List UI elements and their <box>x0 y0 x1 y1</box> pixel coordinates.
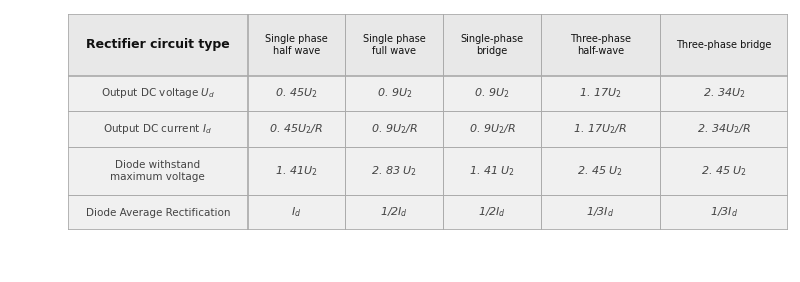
Text: 0. 45$U_2$: 0. 45$U_2$ <box>275 87 318 100</box>
Text: 1/2$I_d$: 1/2$I_d$ <box>478 206 506 219</box>
Text: Single-phase
bridge: Single-phase bridge <box>461 34 524 56</box>
Bar <box>68 14 788 76</box>
Text: Rectifier circuit type: Rectifier circuit type <box>86 38 230 51</box>
Text: Comparison of various uncontrolled rectifier circuits: Comparison of various uncontrolled recti… <box>102 248 698 267</box>
Text: 0. 45$U_2$/R: 0. 45$U_2$/R <box>270 122 323 136</box>
Text: Single phase
full wave: Single phase full wave <box>363 34 426 56</box>
Text: 2. 34$U_2$/R: 2. 34$U_2$/R <box>697 122 751 136</box>
Text: 1/3$I_d$: 1/3$I_d$ <box>586 206 614 219</box>
Text: $\mathit{I_d}$: $\mathit{I_d}$ <box>291 206 302 219</box>
Text: Output DC current $\mathit{I_d}$: Output DC current $\mathit{I_d}$ <box>103 122 212 136</box>
Text: 2. 34$U_2$: 2. 34$U_2$ <box>702 87 745 100</box>
Text: 1/2$I_d$: 1/2$I_d$ <box>381 206 408 219</box>
Text: 2. 45 $U_2$: 2. 45 $U_2$ <box>578 164 623 178</box>
Text: Single phase
half wave: Single phase half wave <box>265 34 328 56</box>
Text: 0. 9$U_2$: 0. 9$U_2$ <box>474 87 510 100</box>
Text: Three-phase
half-wave: Three-phase half-wave <box>570 34 631 56</box>
Text: 0. 9$U_2$: 0. 9$U_2$ <box>377 87 412 100</box>
Text: 2. 45 $U_2$: 2. 45 $U_2$ <box>701 164 747 178</box>
Text: 2. 83 $U_2$: 2. 83 $U_2$ <box>371 164 418 178</box>
Text: Diode Average Rectification: Diode Average Rectification <box>86 208 230 218</box>
Text: Three-phase bridge: Three-phase bridge <box>676 40 771 50</box>
Text: 1. 17$U_2$/R: 1. 17$U_2$/R <box>574 122 627 136</box>
Text: 0. 9$U_2$/R: 0. 9$U_2$/R <box>371 122 418 136</box>
Text: Output DC voltage $\mathit{U_d}$: Output DC voltage $\mathit{U_d}$ <box>101 86 215 100</box>
Text: 1. 41$U_2$: 1. 41$U_2$ <box>275 164 318 178</box>
Text: 1. 41 $U_2$: 1. 41 $U_2$ <box>469 164 515 178</box>
Text: Diode withstand
maximum voltage: Diode withstand maximum voltage <box>110 160 205 182</box>
Text: 1. 17$U_2$: 1. 17$U_2$ <box>579 87 622 100</box>
Text: 1/3$I_d$: 1/3$I_d$ <box>710 206 738 219</box>
Text: 0. 9$U_2$/R: 0. 9$U_2$/R <box>469 122 516 136</box>
